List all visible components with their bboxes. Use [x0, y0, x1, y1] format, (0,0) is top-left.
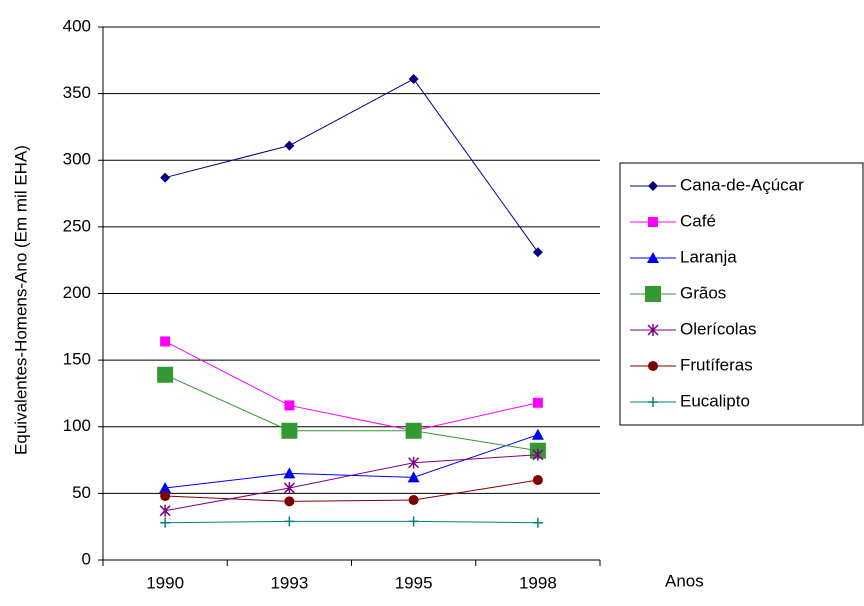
legend-label: Eucalipto [680, 391, 750, 410]
y-tick-label: 200 [63, 283, 91, 302]
y-tick-label: 150 [63, 350, 91, 369]
marker [160, 336, 171, 347]
series-line [164, 374, 538, 452]
marker [647, 252, 659, 263]
legend-label: Laranja [680, 247, 737, 266]
marker [648, 217, 658, 227]
legend-label: Olerícolas [680, 319, 757, 338]
series [160, 73, 543, 258]
marker [284, 140, 295, 151]
marker [648, 181, 658, 191]
series-line [164, 341, 538, 432]
marker [407, 471, 420, 483]
marker [532, 517, 543, 528]
marker [408, 495, 419, 506]
legend-label: Grãos [680, 283, 726, 302]
marker [281, 422, 298, 439]
series-line [165, 479, 538, 502]
x-tick-label: 1995 [395, 573, 433, 592]
y-axis-label: Equivalentes-Homens-Ano (Em mil EHA) [11, 145, 30, 455]
marker [159, 504, 171, 517]
marker [405, 422, 422, 439]
marker [647, 324, 659, 336]
marker [408, 516, 419, 527]
y-tick-label: 100 [63, 416, 91, 435]
y-tick-label: 300 [63, 150, 91, 169]
series [159, 428, 544, 494]
marker [159, 482, 172, 494]
series [160, 336, 543, 436]
marker [532, 448, 544, 461]
marker [532, 247, 543, 258]
series-line [165, 454, 538, 512]
series [160, 475, 543, 507]
y-tick-label: 350 [63, 83, 91, 102]
marker [284, 516, 295, 527]
y-tick-label: 0 [82, 549, 91, 568]
marker [283, 482, 295, 495]
marker [648, 397, 658, 407]
y-tick-label: 50 [72, 483, 91, 502]
marker [532, 475, 543, 486]
legend-label: Cana-de-Açúcar [680, 175, 804, 194]
series-line [165, 78, 539, 253]
marker [160, 172, 171, 183]
series-line [165, 520, 538, 524]
marker [284, 496, 295, 507]
x-tick-label: 1993 [270, 573, 308, 592]
marker [157, 366, 174, 383]
y-tick-label: 400 [63, 16, 91, 35]
series-line [165, 434, 539, 489]
marker [532, 397, 543, 408]
marker [408, 456, 420, 469]
series [159, 448, 544, 517]
marker [531, 428, 544, 440]
marker [648, 361, 658, 371]
y-tick-label: 250 [63, 216, 91, 235]
x-tick-label: 1990 [146, 573, 184, 592]
x-axis-label: Anos [665, 571, 704, 590]
marker [284, 400, 295, 411]
marker [283, 467, 296, 479]
series [157, 366, 546, 459]
marker [160, 517, 171, 528]
marker [160, 491, 171, 502]
marker [645, 286, 661, 302]
marker [408, 73, 419, 84]
series [160, 516, 543, 528]
x-tick-label: 1998 [519, 573, 557, 592]
legend-label: Frutíferas [680, 355, 753, 374]
legend-label: Café [680, 211, 716, 230]
